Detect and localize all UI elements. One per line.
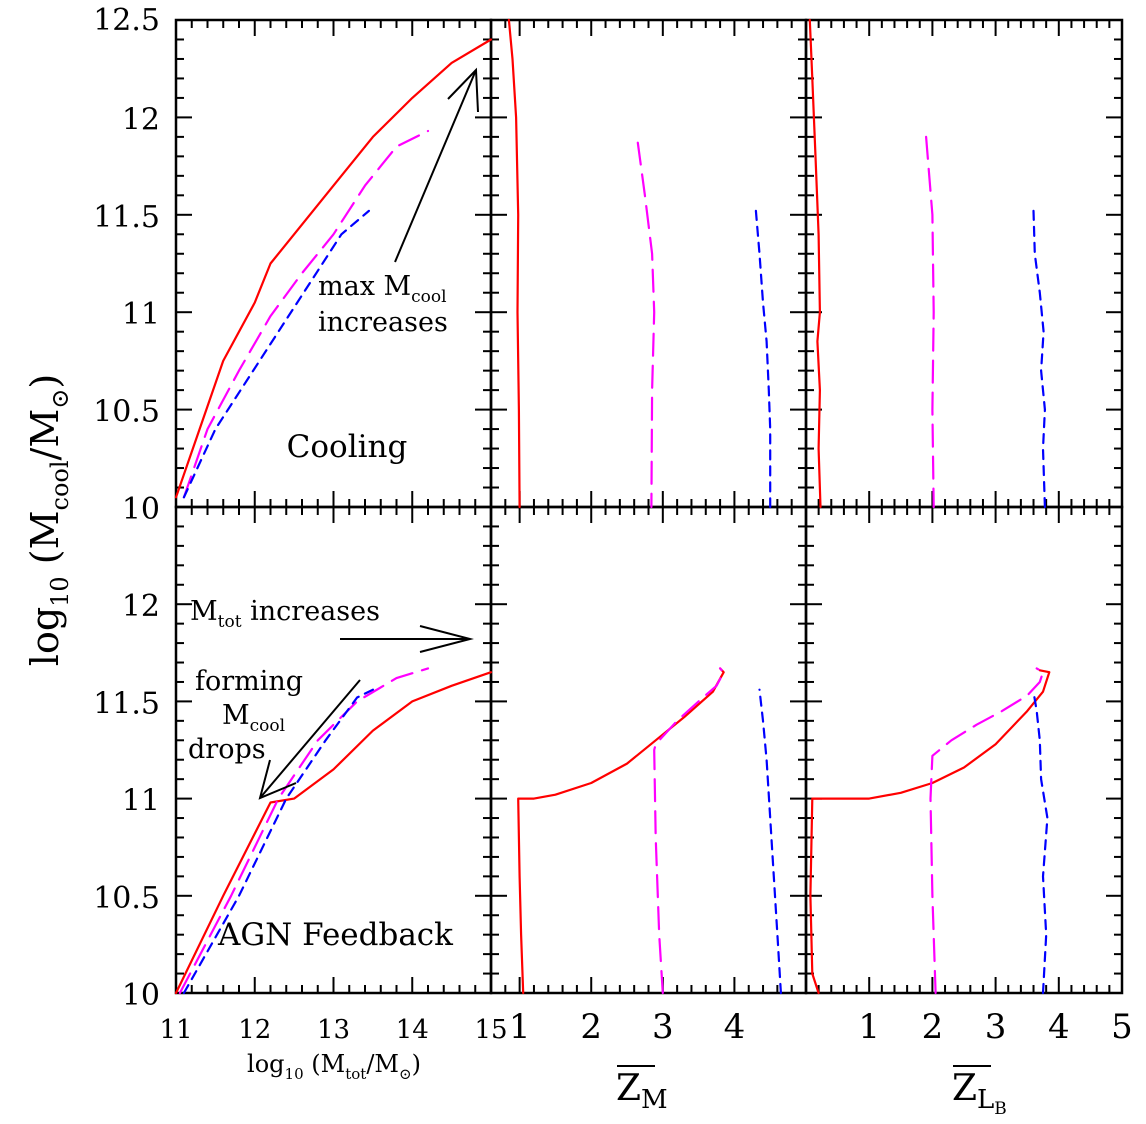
x-tick-label: 1 <box>858 1007 880 1047</box>
x-tick-label: 12 <box>238 1015 271 1045</box>
y-tick-label: 10.5 <box>93 395 160 430</box>
y-tick-label: 11 <box>122 784 160 819</box>
arrow-max-mcool <box>394 67 479 263</box>
annotation-mtot-increases: Mtot increases <box>190 596 380 632</box>
x-tick-label: 13 <box>317 1015 350 1045</box>
y-tick-label: 12.5 <box>93 3 160 38</box>
x-tick-label: 2 <box>580 1007 602 1047</box>
series-line-r0-c0-1 <box>182 129 430 499</box>
svg-text:ZLB: ZLB <box>952 1068 1007 1119</box>
y-tick-label: 11.5 <box>93 686 160 721</box>
series-line-r0-c2-1 <box>924 135 935 509</box>
series-line-r1-c2-0 <box>809 669 1051 995</box>
series-line-r0-c1-2 <box>754 209 772 509</box>
x-tick-label: 5 <box>1111 1007 1133 1047</box>
series-line-r1-c1-1 <box>653 667 725 995</box>
y-tick-label: 11 <box>122 297 160 332</box>
panel-frame-r1-c1 <box>489 505 808 995</box>
panel-frame-r1-c2 <box>804 505 1124 995</box>
x-axis-label-mtot: log10 (Mtot/M⊙) <box>247 1050 421 1083</box>
svg-text:ZM: ZM <box>616 1068 668 1115</box>
series-line-r1-c2-2 <box>1032 690 1049 995</box>
series-line-r1-c0-2 <box>182 688 374 995</box>
annotation-forming: forming <box>195 666 303 697</box>
x-tick-label: 15 <box>474 1015 507 1045</box>
x-axis-label-zlb: ZLB <box>952 1065 1007 1119</box>
annotation-increases: increases <box>318 307 448 338</box>
y-tick-label: 11.5 <box>93 200 160 235</box>
x-tick-label: 11 <box>159 1015 192 1045</box>
annotation-cooling: Cooling <box>287 429 408 465</box>
series-line-r0-c2-0 <box>808 18 822 509</box>
arrow-forming-drops <box>258 679 361 800</box>
y-axis-label: log10 (Mcool/M⊙) <box>23 374 74 666</box>
series-line-r1-c0-1 <box>178 667 430 995</box>
panel-frame-r0-c1 <box>489 18 808 509</box>
arrow-mtot-increases <box>340 625 474 653</box>
y-tick-label: 12 <box>122 102 160 137</box>
series-line-r0-c2-2 <box>1032 209 1047 509</box>
x-tick-label: 4 <box>724 1007 746 1047</box>
annotation-drops: drops <box>188 734 266 765</box>
annotation-max-mcool: max Mcool <box>318 271 447 307</box>
x-tick-label: 3 <box>652 1007 674 1047</box>
x-tick-label: 1 <box>509 1007 531 1047</box>
series-line-r0-c0-2 <box>182 209 370 499</box>
series-line-r1-c1-2 <box>758 688 783 995</box>
y-tick-label: 10.5 <box>93 881 160 916</box>
annotation-forming-mcool: Mcool <box>222 700 285 736</box>
series-layer <box>174 18 1051 995</box>
x-tick-label: 2 <box>922 1007 944 1047</box>
y-tick-label: 10 <box>122 492 160 527</box>
y-tick-label: 12 <box>122 589 160 624</box>
series-line-r0-c0-0 <box>174 38 493 499</box>
series-line-r1-c1-0 <box>517 667 725 995</box>
series-line-r0-c1-0 <box>507 18 521 509</box>
x-tick-label: 4 <box>1048 1007 1070 1047</box>
series-line-r1-c0-0 <box>174 671 493 995</box>
x-axis-label-zm: ZM <box>616 1065 668 1115</box>
series-line-r0-c1-1 <box>636 141 656 509</box>
panel-frame-r0-c2 <box>804 18 1124 509</box>
series-line-r1-c2-1 <box>929 667 1045 995</box>
x-tick-label: 14 <box>396 1015 429 1045</box>
x-tick-label: 3 <box>985 1007 1007 1047</box>
annotation-agn-feedback: AGN Feedback <box>217 917 453 953</box>
y-tick-label: 10 <box>122 978 160 1013</box>
